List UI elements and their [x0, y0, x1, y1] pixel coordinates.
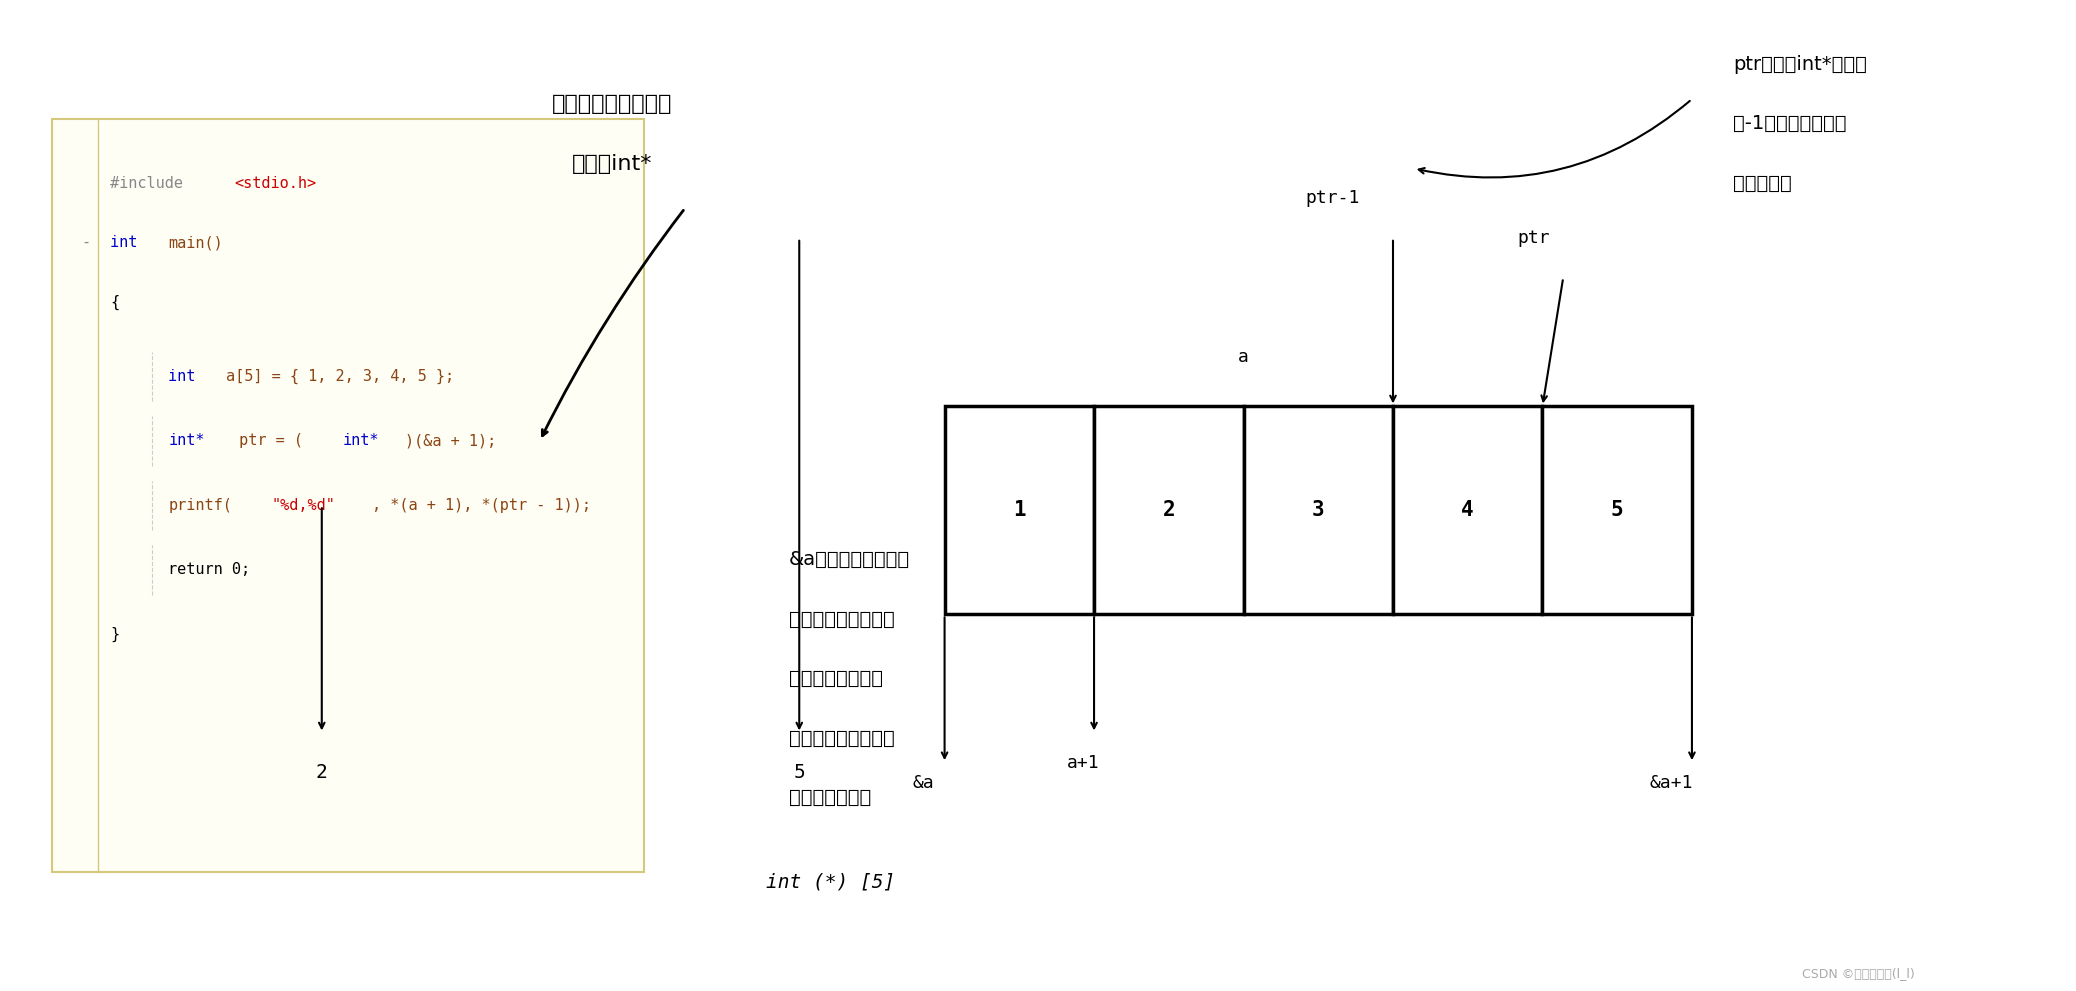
Text: a[5] = { 1, 2, 3, 4, 5 };: a[5] = { 1, 2, 3, 4, 5 }; [226, 369, 455, 385]
Text: -: - [81, 235, 89, 251]
Text: &a: &a [913, 774, 934, 792]
Text: main(): main() [168, 235, 222, 251]
Text: 址拿了出来，如果要: 址拿了出来，如果要 [789, 609, 895, 629]
Text: 5: 5 [1611, 500, 1623, 520]
Text: 转换为int*: 转换为int* [573, 154, 652, 173]
Text: ptr = (: ptr = ( [230, 433, 303, 449]
Text: 创建一个指针来存: 创建一个指针来存 [789, 669, 882, 689]
Bar [1393, 406, 1542, 614]
Text: 再-1，那么就向左移: 再-1，那么就向左移 [1733, 114, 1848, 134]
FancyBboxPatch shape [52, 119, 644, 872]
Bar [1244, 406, 1393, 614]
Text: {: { [110, 294, 118, 310]
Text: int (*) [5]: int (*) [5] [766, 872, 895, 892]
Text: 放，那么这个指针就: 放，那么这个指针就 [789, 728, 895, 748]
Text: a+1: a+1 [1067, 754, 1100, 772]
Text: }: } [110, 626, 118, 642]
Text: 把数组指针强制类型: 把数组指针强制类型 [552, 94, 673, 114]
Bar [1094, 406, 1244, 614]
Text: 了一个整形: 了一个整形 [1733, 173, 1792, 193]
Bar [1542, 406, 1692, 614]
Text: 3: 3 [1312, 500, 1324, 520]
Text: 5: 5 [793, 763, 805, 783]
Text: 1: 1 [1013, 500, 1026, 520]
Text: ptr: ptr [1518, 229, 1551, 247]
Text: CSDN ©我要学编程(l_l): CSDN ©我要学编程(l_l) [1802, 966, 1914, 980]
Text: ptr是一个int*类型，: ptr是一个int*类型， [1733, 55, 1866, 74]
Text: &a是把整个数组的地: &a是把整个数组的地 [789, 550, 909, 570]
Text: int*: int* [168, 433, 206, 449]
Text: int*: int* [343, 433, 380, 449]
Text: , *(a + 1), *(ptr - 1));: , *(a + 1), *(ptr - 1)); [372, 497, 590, 513]
Text: )(&a + 1);: )(&a + 1); [405, 433, 496, 449]
Text: #include: #include [110, 175, 193, 191]
Text: <stdio.h>: <stdio.h> [235, 175, 318, 191]
Text: 应该是数组指针: 应该是数组指针 [789, 788, 872, 808]
Text: int: int [110, 235, 147, 251]
Text: 2: 2 [316, 763, 328, 783]
Bar [945, 406, 1094, 614]
Text: a: a [1237, 348, 1250, 366]
Text: int: int [168, 369, 206, 385]
Text: ptr-1: ptr-1 [1306, 189, 1360, 207]
Text: "%d,%d": "%d,%d" [272, 497, 336, 513]
Text: return 0;: return 0; [168, 562, 251, 578]
Text: &a+1: &a+1 [1650, 774, 1692, 792]
Text: printf(: printf( [168, 497, 233, 513]
Text: 4: 4 [1462, 500, 1474, 520]
Text: 2: 2 [1163, 500, 1175, 520]
